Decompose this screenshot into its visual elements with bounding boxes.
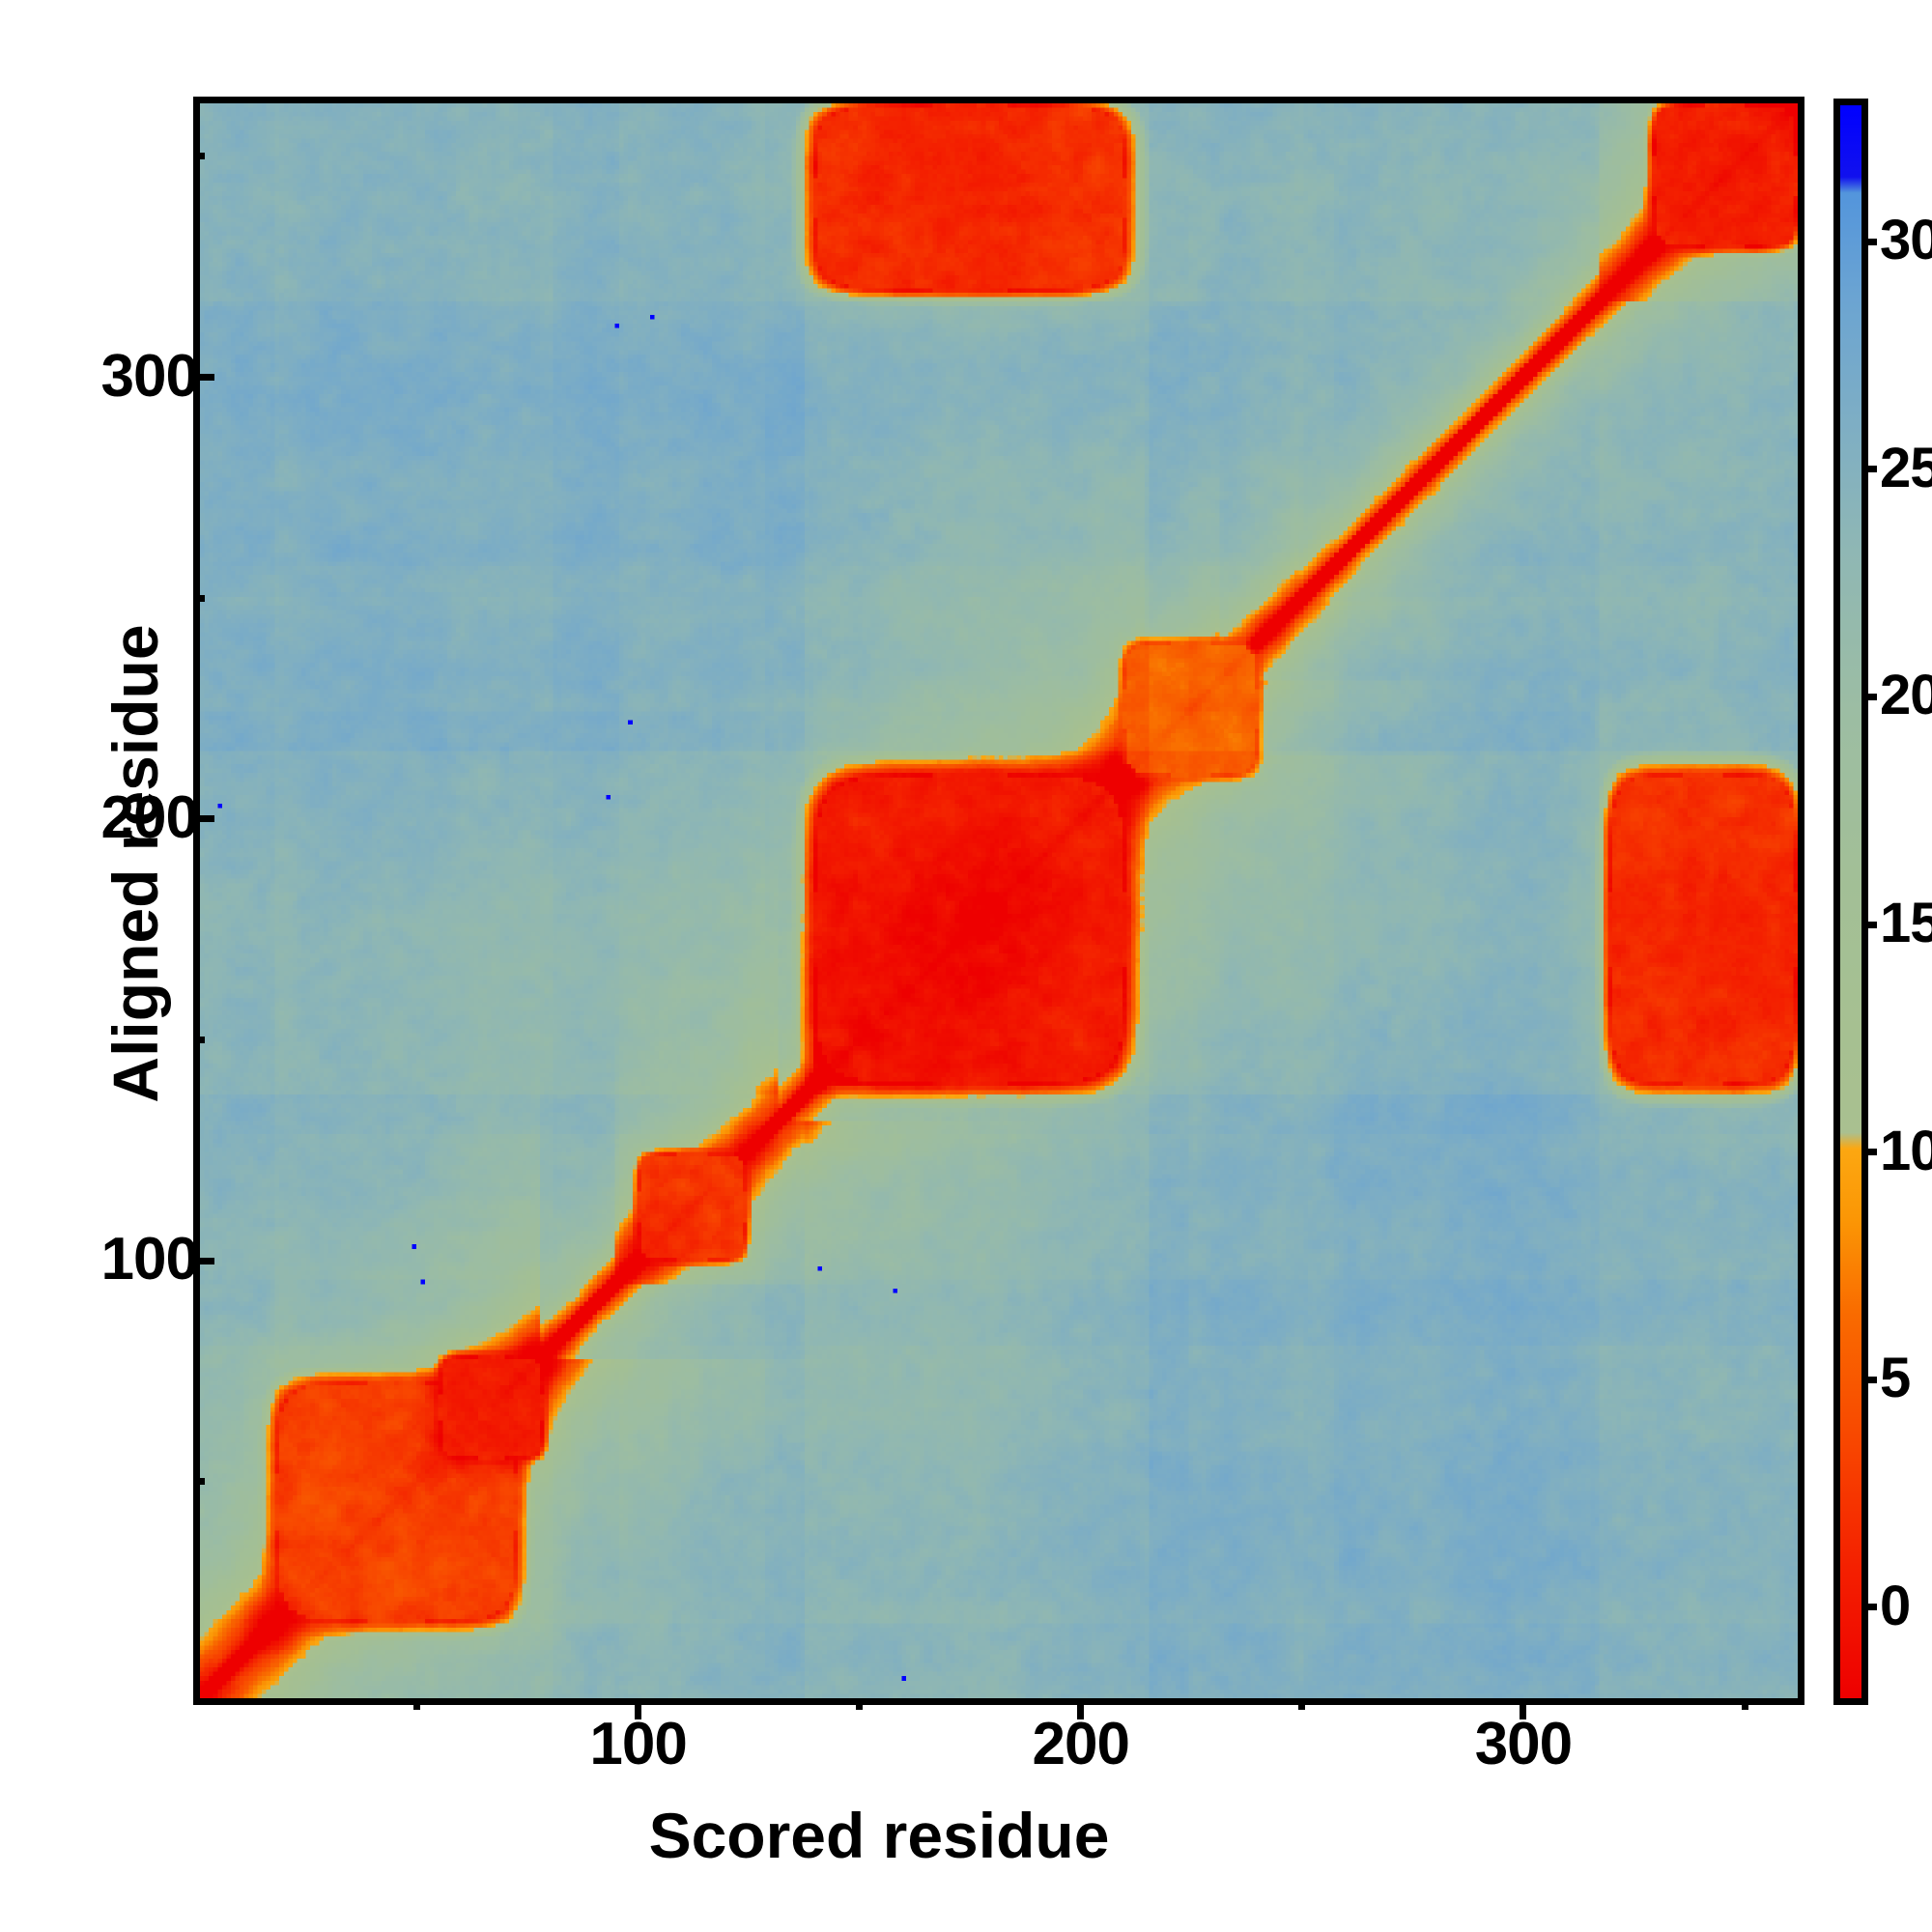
x-tick-mark (1520, 1698, 1527, 1719)
x-tick-mark (1741, 1698, 1748, 1710)
y-tick-label: 300 (100, 342, 199, 410)
x-axis-title: Scored residue (0, 1799, 1932, 1872)
colorbar-tick-mark (1861, 1149, 1877, 1156)
y-tick-mark (193, 153, 205, 160)
heatmap-canvas (200, 103, 1798, 1698)
y-tick-label: 200 (100, 783, 199, 851)
colorbar-tick-label: 20 (1880, 664, 1932, 727)
colorbar-tick-label: 15 (1880, 892, 1932, 955)
x-tick-mark (635, 1698, 642, 1719)
x-tick-mark (413, 1698, 420, 1710)
colorbar-tick-label: 0 (1880, 1574, 1911, 1637)
colorbar-gradient (1840, 105, 1861, 1698)
y-tick-mark (193, 815, 214, 823)
colorbar-tick-mark (1861, 693, 1877, 700)
x-axis-title-text: Scored residue (648, 1800, 1110, 1871)
y-tick-mark (193, 1478, 205, 1486)
x-tick-mark (1298, 1698, 1306, 1710)
y-tick-mark (193, 1257, 214, 1264)
y-tick-label: 100 (100, 1226, 199, 1293)
colorbar-tick-mark (1861, 466, 1877, 473)
x-tick-mark (1077, 1698, 1085, 1719)
plot-area[interactable] (193, 97, 1804, 1705)
colorbar-tick-label: 25 (1880, 436, 1932, 499)
colorbar-tick-mark (1861, 921, 1877, 928)
y-tick-mark (193, 1037, 205, 1044)
y-tick-mark (193, 594, 205, 602)
colorbar[interactable] (1833, 99, 1868, 1705)
y-axis-title: Aligned residue (99, 624, 171, 1103)
colorbar-tick-mark (1861, 1376, 1877, 1383)
x-tick-label: 100 (589, 1711, 687, 1777)
colorbar-tick-mark (1861, 238, 1877, 245)
x-tick-label: 300 (1474, 1711, 1573, 1777)
colorbar-tick-label: 5 (1880, 1347, 1911, 1410)
colorbar-tick-mark (1861, 1604, 1877, 1611)
colorbar-tick-label: 30 (1880, 209, 1932, 272)
y-tick-mark (193, 374, 214, 382)
x-tick-label: 200 (1032, 1711, 1130, 1777)
x-tick-mark (856, 1698, 864, 1710)
colorbar-tick-label: 10 (1880, 1119, 1932, 1182)
